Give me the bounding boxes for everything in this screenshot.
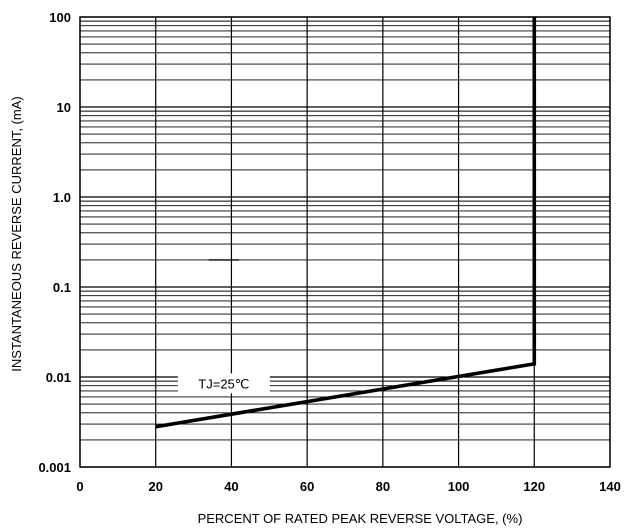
y-tick-label: 0.01 (46, 370, 71, 385)
y-tick-label: 100 (49, 10, 71, 25)
series-line (155, 17, 537, 429)
y-tick-label: 0.1 (53, 280, 71, 295)
x-tick-label: 100 (448, 479, 470, 494)
x-tick-label: 120 (523, 479, 545, 494)
plot-frame (79, 16, 611, 468)
x-tick-label: 140 (599, 479, 621, 494)
vertical-grid (79, 17, 611, 467)
x-tick-labels: 0 20 40 60 80 100 120 140 (76, 479, 620, 494)
y-tick-labels: 0.001 0.01 0.1 1.0 10 100 (38, 10, 71, 475)
annotation-background (177, 373, 270, 394)
y-tick-label: 1.0 (53, 190, 71, 205)
x-tick-label: 80 (376, 479, 390, 494)
y-tick-label: 10 (57, 100, 71, 115)
x-tick-label: 40 (224, 479, 238, 494)
y-axis-title: INSTANTANEOUS REVERSE CURRENT, (mA) (9, 96, 24, 371)
horizontal-grid (80, 16, 610, 468)
x-tick-label: 20 (148, 479, 162, 494)
x-axis-title: PERCENT OF RATED PEAK REVERSE VOLTAGE, (… (198, 511, 523, 526)
temperature-annotation: TJ=25℃ (198, 376, 249, 391)
x-tick-label: 0 (76, 479, 83, 494)
x-tick-label: 60 (300, 479, 314, 494)
chart-marks: TJ=25℃ (155, 17, 537, 429)
y-tick-label: 0.001 (38, 460, 71, 475)
